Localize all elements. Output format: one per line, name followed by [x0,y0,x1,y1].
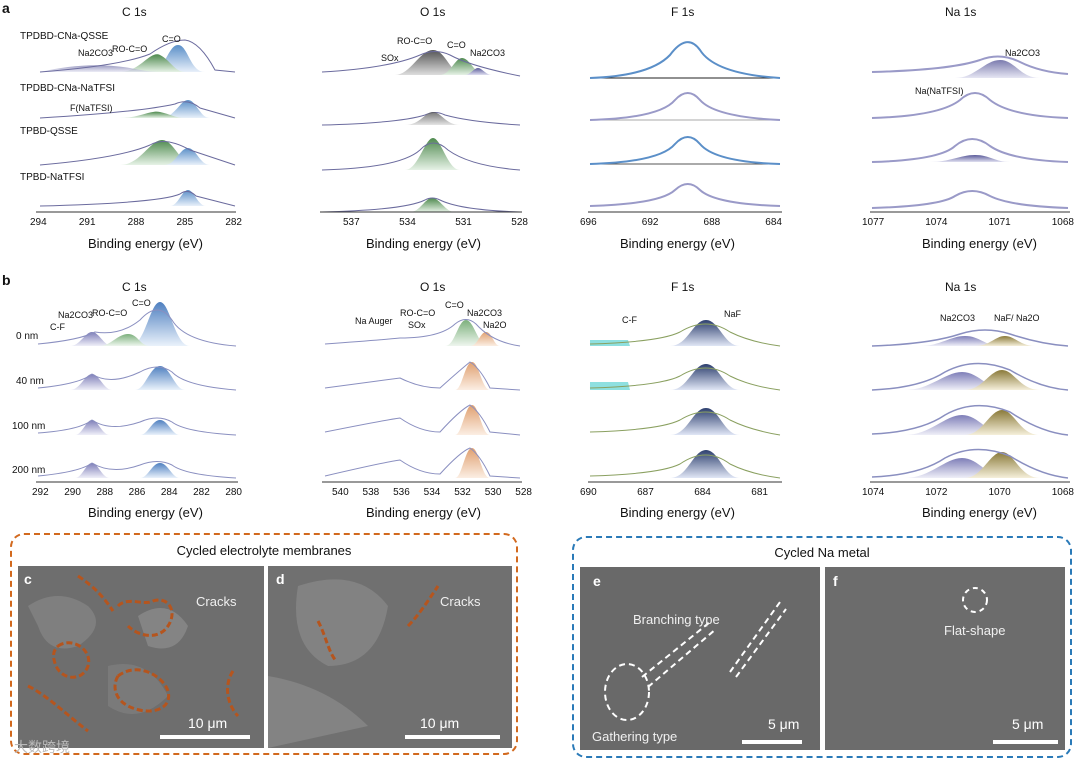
sem-texture-f [825,567,1065,750]
b-c1s-ann: RO-C=O [92,308,128,318]
b-na1s-xlabel: Binding energy (eV) [922,505,1037,520]
b-o1s-title: O 1s [420,280,446,294]
b-f1s-spectra [588,320,782,483]
a-sample-label: TPBD-NaTFSI [20,172,85,183]
panel-c-letter: c [24,571,32,587]
panel-e-letter: e [593,573,601,589]
a-c1s-ann: RO-C=O [112,44,148,54]
a-f1s-xlabel: Binding energy (eV) [620,236,735,251]
sem-image-e [580,567,820,750]
a-sample-label: TPDBD-CNa-NaTFSI [20,83,116,94]
b-c1s-xlabel: Binding energy (eV) [88,505,203,520]
a-na1s-xlabel: Binding energy (eV) [922,236,1037,251]
b-f1s-xlabel: Binding energy (eV) [620,505,735,520]
panel-a-letter: a [2,0,10,16]
sem-texture-d [268,566,512,748]
b-na1s-spectra [870,329,1070,483]
b-c1s-ann: C=O [132,298,151,308]
a-na1s-ticks: 1077 1074 1071 1068 [862,217,1074,228]
na-metal-frame [572,536,1072,758]
a-o1s-ann: RO-C=O [397,36,433,46]
panel-d-letter: d [276,571,285,587]
b-na1s-ticks: 1074 1072 1070 1068 [862,487,1074,498]
b-o1s-ann: SOx [408,320,426,330]
a-f1s-ticks: 696 692 688 684 [580,217,782,228]
b-o1s-ann: Na2CO3 [467,308,503,318]
watermark: 大数跨境 [14,739,70,755]
panel-a-spectra [36,39,1070,213]
cracks-label-d: Cracks [440,594,481,609]
b-na1s-ann: NaF/ Na2O [994,313,1040,323]
branching-label: Branching type [633,612,720,627]
a-na1s-ann: Na2CO3 [1005,48,1041,58]
b-depth-label: 0 nm [16,331,39,342]
panel-f-letter: f [833,573,838,589]
b-o1s-ticks: 540 538 536 534 532 530 528 [332,487,532,498]
membranes-frame [10,533,518,755]
a-f1s-spectra [588,41,782,213]
scale-label-f: 5 μm [1012,716,1044,732]
b-o1s-ann: Na Auger [355,316,393,326]
b-na1s-title: Na 1s [945,280,977,294]
a-c1s-ann: C=O [162,34,181,44]
b-depth-label: 200 nm [12,465,46,476]
b-f1s-title: F 1s [671,280,695,294]
a-c1s-ann: Na2CO3 [78,48,114,58]
panel-b-spectra [36,302,1070,483]
scale-bar-f [993,740,1058,744]
membranes-title: Cycled electrolyte membranes [176,543,352,558]
a-o1s-ann: C=O [447,40,466,50]
a-o1s-title: O 1s [420,5,446,19]
scale-label-c: 10 μm [188,715,228,731]
b-f1s-ann: C-F [622,315,637,325]
b-depth-label: 40 nm [16,376,44,387]
b-o1s-spectra [322,319,522,483]
sem-image-d [268,566,512,748]
na-metal-title: Cycled Na metal [774,545,870,560]
scale-bar-e [742,740,802,744]
a-c1s-spectra [36,39,236,213]
a-o1s-xlabel: Binding energy (eV) [366,236,481,251]
b-o1s-ann: C=O [445,300,464,310]
scale-label-d: 10 μm [420,715,460,731]
a-sample-label: TPBD-QSSE [20,126,78,137]
sem-image-f [825,567,1065,750]
b-c1s-ticks: 292 290 288 286 284 282 280 [32,487,242,498]
a-o1s-ann: Na2CO3 [470,48,506,58]
b-c1s-title: C 1s [122,280,147,294]
b-c1s-spectra [36,302,238,483]
flat-shape-label: Flat-shape [944,623,1006,638]
a-na1s-title: Na 1s [945,5,977,19]
gathering-label: Gathering type [592,729,678,744]
a-c1s-xlabel: Binding energy (eV) [88,236,203,251]
scale-bar-c [160,735,250,739]
scale-label-e: 5 μm [768,716,800,732]
b-c1s-ann: C-F [50,322,65,332]
a-o1s-ticks: 537 534 531 528 [343,217,528,228]
b-o1s-ann: RO-C=O [400,308,436,318]
a-sample-label: TPDBD-CNa-QSSE [20,31,109,42]
b-depth-label: 100 nm [12,421,46,432]
b-na1s-ann: Na2CO3 [940,313,976,323]
cracks-label-c: Cracks [196,594,237,609]
b-f1s-ann: NaF [724,309,742,319]
a-o1s-ann: SOx [381,53,399,63]
b-o1s-xlabel: Binding energy (eV) [366,505,481,520]
a-o1s-spectra [320,50,522,213]
sem-texture-e [580,567,820,750]
b-c1s-ann: Na2CO3 [58,310,94,320]
a-c1s-ann: F(NaTFSI) [70,103,113,113]
sem-texture-c [18,566,264,748]
panel-b-letter: b [2,272,11,288]
b-o1s-ann: Na2O [483,320,507,330]
scale-bar-d [405,735,500,739]
a-na1s-ann: Na(NaTFSI) [915,86,964,96]
a-na1s-spectra [870,55,1070,213]
a-c1s-ticks: 294 291 288 285 282 [30,217,242,228]
sem-image-c [18,566,264,748]
a-c1s-title: C 1s [122,5,147,19]
b-f1s-ticks: 690 687 684 681 [580,487,768,498]
a-f1s-title: F 1s [671,5,695,19]
